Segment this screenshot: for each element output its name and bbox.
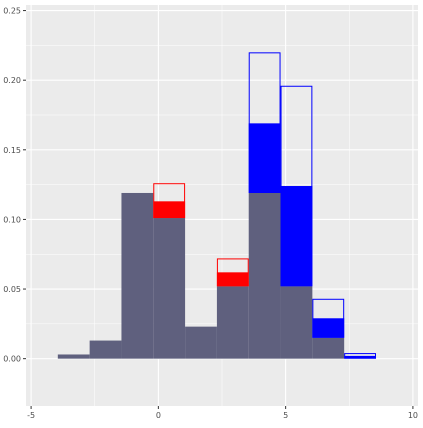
blue-series-filled-bar <box>280 186 313 287</box>
base-histogram-bar <box>153 218 186 359</box>
base-histogram-bar <box>248 192 281 359</box>
red-series <box>153 183 249 287</box>
base-histogram-bar <box>89 340 122 359</box>
red-series-outline-bar <box>216 258 249 287</box>
red-series-filled-bar <box>153 201 186 219</box>
x-axis: -5 0 5 10 <box>27 406 418 420</box>
blue-series-filled-bar <box>248 123 281 193</box>
base-histogram-bar <box>312 337 345 359</box>
red-series-outline-bar <box>153 183 186 219</box>
base-histogram-bar <box>216 286 249 359</box>
base-histogram-bar <box>121 192 154 359</box>
blue-series-outline-bar <box>312 298 345 338</box>
y-tick-label: 0.00 <box>3 355 21 364</box>
x-tick-label: -5 <box>27 411 35 420</box>
red-series-filled-bar <box>216 272 249 287</box>
base-histogram <box>57 192 345 359</box>
y-axis: 0.00 0.05 0.10 0.15 0.20 0.25 <box>3 7 26 364</box>
minor-grid <box>26 5 418 406</box>
blue-series-filled-bar <box>344 355 376 359</box>
blue-series-outline-bar <box>280 85 313 287</box>
blue-series-filled-bar <box>312 318 345 338</box>
y-tick-label: 0.15 <box>3 146 21 155</box>
y-tick-label: 0.25 <box>3 7 21 16</box>
base-histogram-bar <box>185 326 217 359</box>
blue-series-outline-bar <box>344 353 377 359</box>
blue-series-outline-bar <box>248 52 281 193</box>
y-tick-label: 0.20 <box>3 76 21 85</box>
blue-series <box>248 52 377 359</box>
x-tick-label: 5 <box>283 411 288 420</box>
base-histogram-bar <box>57 354 90 359</box>
x-tick-label: 10 <box>408 411 418 420</box>
base-histogram-bar <box>280 286 313 359</box>
x-tick-label: 0 <box>156 411 161 420</box>
y-tick-label: 0.05 <box>3 285 21 294</box>
y-tick-label: 0.10 <box>3 215 21 224</box>
